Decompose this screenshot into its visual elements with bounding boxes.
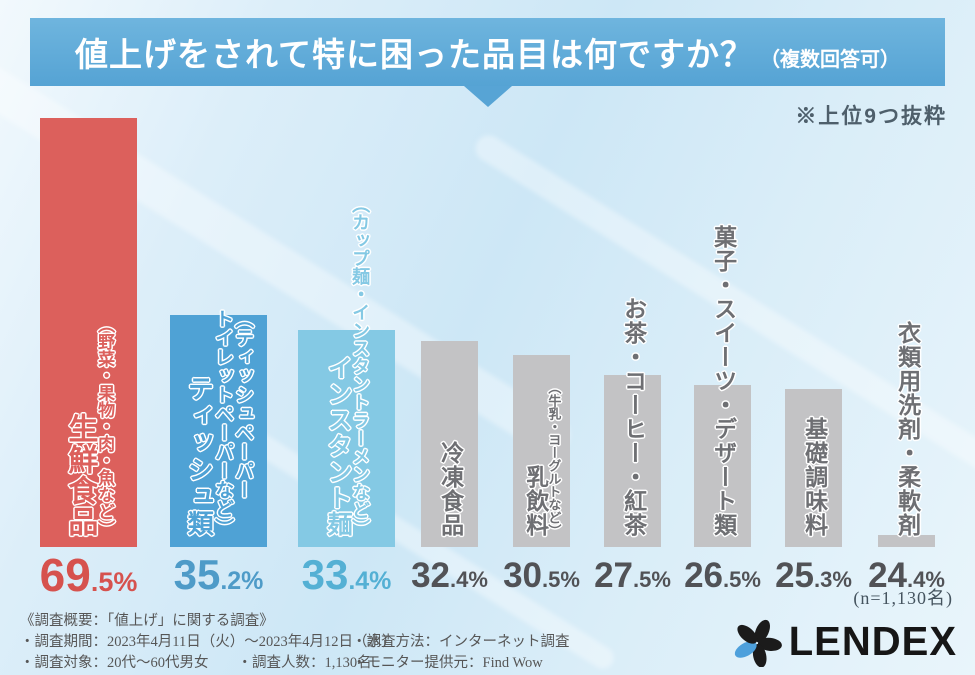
bar-value-label: 25.3% xyxy=(775,556,852,596)
bar-value-fraction: .5% xyxy=(633,567,671,592)
bar-8 xyxy=(785,389,842,547)
bar-subcategory-label: （カップ麺・インスタントラーメンなど） xyxy=(350,195,371,537)
bar-category-label: インスタント麺 xyxy=(324,355,352,537)
bar-value-integer: 30 xyxy=(503,556,543,595)
bar-category-label: 菓子・スイーツ・デザート類 xyxy=(710,225,736,537)
bar-label-group: お茶・コーヒー・紅茶 xyxy=(620,297,646,537)
bar-9 xyxy=(878,535,935,547)
bar-category-label: 生鮮食品 xyxy=(63,413,97,537)
bar-label-group: 基礎調味料 xyxy=(801,417,827,537)
bar-value-fraction: .3% xyxy=(814,567,852,592)
survey-monitor-source: ・モニター提供元：Find Wow xyxy=(352,655,543,672)
bar-value-integer: 69 xyxy=(39,549,91,601)
lendex-flower-icon xyxy=(734,619,782,667)
bar-5 xyxy=(513,355,570,547)
bar-7 xyxy=(694,385,751,547)
bar-label-group: 菓子・スイーツ・デザート類 xyxy=(710,225,736,537)
bar-6 xyxy=(604,375,661,547)
bar-value-integer: 35 xyxy=(173,551,221,598)
bar-3 xyxy=(298,330,395,547)
bar-category-label: 基礎調味料 xyxy=(801,417,827,537)
bar-value-label: 33.4% xyxy=(302,551,392,599)
bar-value-label: 27.5% xyxy=(594,556,671,596)
survey-overview-title: 《調査概要：「値上げ」に関する調査》 xyxy=(20,613,274,629)
bar-2 xyxy=(170,315,267,547)
bar-label-group: ティッシュ類 （ティッシュペーパー トイレットペーパーなど） xyxy=(184,309,254,537)
survey-overview-right: ・調査方法：インターネット調査 ・モニター提供元：Find Wow xyxy=(352,632,570,674)
bar-category-label: 冷凍食品 xyxy=(437,441,463,537)
bar-value-label: 32.4% xyxy=(411,556,488,596)
bar-value-label: 24.4% xyxy=(868,556,945,596)
survey-method: ・調査方法：インターネット調査 xyxy=(352,634,570,650)
sample-size-label: (n=1,130名) xyxy=(853,588,953,608)
bar-label-group: 衣類用洗剤・柔軟剤 xyxy=(894,321,920,537)
lendex-logo: LENDEX xyxy=(731,617,957,667)
banner-pointer xyxy=(464,86,512,107)
bar-value-label: 26.5% xyxy=(684,556,761,596)
bar-subcategory-label: （牛乳・ヨーグルトなど） xyxy=(546,381,562,537)
bar-subcategory-label: （野菜・果物・肉・魚など） xyxy=(95,316,115,537)
bar-value-label: 69.5% xyxy=(40,548,138,602)
survey-period: ・調査期間：2023年4月11日（火）〜2023年4月12日（水） xyxy=(20,634,397,651)
bar-value-fraction: .4% xyxy=(450,567,488,592)
bar-category-label: 衣類用洗剤・柔軟剤 xyxy=(894,321,920,537)
survey-target-and-count: ・調査対象：20代〜60代男女 ・調査人数：1,130名 xyxy=(20,655,372,672)
bar-value-label: 35.2% xyxy=(174,551,264,599)
bar-value-fraction: .5% xyxy=(723,567,761,592)
bar-value-integer: 24 xyxy=(868,556,908,595)
bar-category-label: 乳飲料 xyxy=(522,465,548,537)
bar-value-integer: 32 xyxy=(411,556,451,595)
bar-value-integer: 33 xyxy=(301,551,349,598)
bar-value-fraction: .5% xyxy=(90,567,138,597)
bar-4 xyxy=(421,341,478,547)
bar-label-group: 乳飲料 （牛乳・ヨーグルトなど） xyxy=(522,381,562,537)
page-title: 値上げをされて特に困った品目は何ですか？ xyxy=(74,36,754,73)
bar-label-group: インスタント麺 （カップ麺・インスタントラーメンなど） xyxy=(324,195,371,537)
page-title-suffix: （複数回答可） xyxy=(760,48,900,71)
top9-note: ※上位9つ抜粋 xyxy=(795,105,947,128)
bar-1 xyxy=(40,118,137,547)
bar-value-integer: 26 xyxy=(684,556,724,595)
bar-category-label: お茶・コーヒー・紅茶 xyxy=(620,297,646,537)
bar-value-integer: 25 xyxy=(775,556,815,595)
bar-value-integer: 27 xyxy=(594,556,634,595)
bar-value-fraction: .4% xyxy=(907,567,945,592)
bar-value-fraction: .4% xyxy=(348,567,392,595)
bar-value-fraction: .2% xyxy=(220,567,264,595)
bar-label-group: 生鮮食品 （野菜・果物・肉・魚など） xyxy=(63,316,115,537)
title-banner: 値上げをされて特に困った品目は何ですか？ （複数回答可） xyxy=(30,18,945,86)
survey-overview-left: 《調査概要：「値上げ」に関する調査》 ・調査期間：2023年4月11日（火）〜2… xyxy=(20,611,396,674)
bar-category-label: ティッシュ類 xyxy=(184,375,214,537)
lendex-logo-text: LENDEX xyxy=(788,619,957,664)
bar-subcategory-label: （ティッシュペーパー トイレットペーパーなど） xyxy=(212,309,254,537)
bar-label-group: 冷凍食品 xyxy=(437,441,463,537)
bar-value-fraction: .5% xyxy=(542,567,580,592)
bar-value-label: 30.5% xyxy=(503,556,580,596)
